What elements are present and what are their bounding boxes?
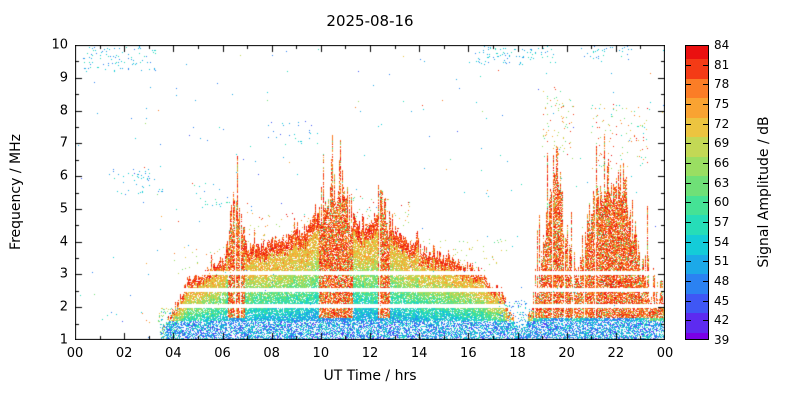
- colorbar-segment: [686, 261, 708, 268]
- colorbar-segment: [686, 313, 708, 320]
- colorbar-tick-label: 84: [714, 38, 730, 52]
- colorbar-segment: [686, 65, 708, 73]
- y-tick-label: 1: [59, 332, 68, 348]
- x-tick-label: 16: [460, 346, 477, 361]
- colorbar-segment: [686, 215, 708, 222]
- colorbar-segment: [686, 228, 708, 235]
- y-tick-label: 9: [59, 70, 68, 86]
- colorbar-tick-label: 81: [714, 57, 730, 72]
- colorbar-segment: [686, 124, 708, 131]
- colorbar-segment: [686, 293, 708, 301]
- colorbar-segment: [686, 163, 708, 170]
- x-tick-label: 00: [66, 346, 84, 361]
- colorbar-tick-label: 72: [714, 116, 730, 131]
- y-tick-label: 2: [59, 299, 68, 315]
- y-tick-label: 10: [51, 37, 68, 53]
- colorbar-tick-label: 57: [714, 215, 730, 229]
- colorbar-segment: [686, 72, 708, 79]
- colorbar-tick-label: 39: [714, 333, 730, 347]
- x-tick-label: 14: [410, 346, 428, 361]
- y-tick-label: 6: [59, 168, 68, 184]
- y-axis-label: Frequency / MHz: [8, 134, 24, 250]
- colorbar-segment: [686, 326, 708, 333]
- colorbar-segment: [686, 287, 708, 294]
- colorbar-segment: [686, 46, 708, 53]
- colorbar-segment: [686, 319, 708, 327]
- x-tick-label: 12: [361, 346, 379, 361]
- y-tick-label: 3: [59, 266, 68, 282]
- colorbar-segment: [686, 254, 708, 262]
- colorbar-segment: [686, 241, 708, 248]
- colorbar-segment: [686, 280, 708, 288]
- x-tick-label: 10: [312, 346, 330, 361]
- colorbar-segment: [686, 189, 708, 196]
- colorbar-tick-label: 78: [714, 77, 730, 92]
- y-tick-label: 8: [59, 103, 68, 119]
- colorbar-segment: [686, 117, 708, 125]
- colorbar-segment: [686, 137, 708, 144]
- colorbar-segment: [686, 52, 708, 60]
- y-tick-label: 5: [59, 201, 68, 217]
- y-tick-label: 4: [59, 234, 68, 250]
- x-tick-label: 04: [165, 346, 182, 361]
- colorbar-segment: [686, 306, 708, 314]
- colorbar-segment: [686, 274, 708, 281]
- colorbar-segment: [686, 150, 708, 157]
- colorbar-segment: [686, 195, 708, 203]
- colorbar-segment: [686, 85, 708, 92]
- colorbar-segment: [686, 59, 708, 66]
- colorbar-segment: [686, 130, 708, 138]
- colorbar-tick-label: 60: [714, 195, 730, 210]
- chart-title: 2025-08-16: [326, 12, 414, 30]
- colorbar: [685, 45, 709, 340]
- colorbar-tick-label: 63: [714, 175, 730, 190]
- colorbar-segment: [686, 104, 708, 112]
- colorbar-tick-label: 69: [714, 136, 730, 151]
- colorbar-segment: [686, 234, 708, 242]
- colorbar-segment: [686, 182, 708, 190]
- x-tick-label: 18: [509, 346, 526, 361]
- x-axis-label: UT Time / hrs: [323, 368, 417, 384]
- colorbar-tick-label: 54: [714, 234, 730, 249]
- colorbar-segment: [686, 111, 708, 118]
- colorbar-segment: [686, 247, 708, 255]
- colorbar-tick-label: 42: [714, 313, 730, 328]
- colorbar-segment: [686, 267, 708, 275]
- x-tick-label: 00: [656, 346, 674, 361]
- colorbar-tick-label: 51: [714, 254, 730, 269]
- colorbar-segment: [686, 332, 708, 340]
- y-tick-label: 7: [59, 135, 68, 151]
- x-tick-label: 06: [214, 346, 231, 361]
- colorbar-segment: [686, 300, 708, 307]
- x-tick-label: 02: [115, 346, 133, 361]
- x-tick-label: 22: [607, 346, 625, 361]
- colorbar-tick-label: 48: [714, 274, 730, 288]
- colorbar-segment: [686, 98, 708, 105]
- colorbar-segment: [686, 202, 708, 209]
- colorbar-segment: [686, 91, 708, 99]
- spectrogram-canvas: [75, 45, 665, 340]
- colorbar-segment: [686, 169, 708, 177]
- colorbar-label: Signal Amplitude / dB: [756, 116, 772, 268]
- x-tick-label: 08: [263, 346, 280, 361]
- colorbar-segment: [686, 221, 708, 229]
- colorbar-tick-label: 66: [714, 156, 730, 170]
- colorbar-tick-label: 75: [714, 97, 730, 111]
- x-tick-label: 20: [558, 346, 575, 361]
- colorbar-tick-label: 45: [714, 293, 730, 308]
- colorbar-segment: [686, 78, 708, 86]
- colorbar-segment: [686, 208, 708, 216]
- colorbar-segment: [686, 156, 708, 164]
- colorbar-segment: [686, 176, 708, 183]
- colorbar-segment: [686, 143, 708, 151]
